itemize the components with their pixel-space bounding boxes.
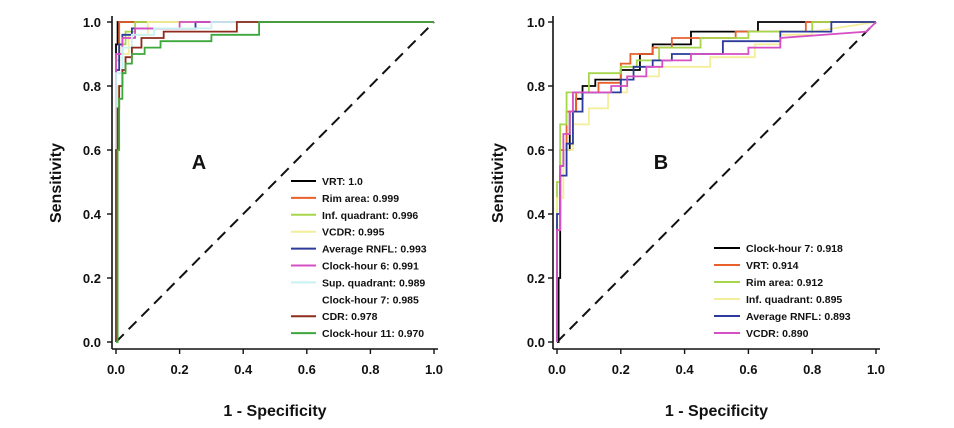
roc-panel-b: 0.0 0.2 0.4 0.6 0.8 1.0 0.0 0.2 0.4 0.6 0.8 1.0 1 - … xyxy=(490,15,885,420)
y-tick-label: 0.6 xyxy=(527,143,545,158)
series-line-cdr-0-978 xyxy=(115,21,434,342)
panel-label: A xyxy=(192,152,206,174)
diagonal-reference-line xyxy=(115,21,435,343)
panel-label: B xyxy=(654,152,668,174)
x-tick-label: 0.4 xyxy=(234,362,253,377)
x-tick-label: 0.0 xyxy=(107,362,125,377)
legend-label-average-rnfl-0-893: Average RNFL: 0.893 xyxy=(746,311,851,323)
x-axis-title: 1 - Specificity xyxy=(223,403,326,420)
x-tick-label: 0.2 xyxy=(171,362,189,377)
legend-label-cdr-0-978: CDR: 0.978 xyxy=(322,311,378,323)
legend-label-clock-hour-11-0-970: Clock-hour 11: 0.970 xyxy=(322,328,424,340)
y-tick-label: 0.4 xyxy=(527,207,546,222)
series-line-sup-quadrant-0-989 xyxy=(115,21,434,342)
legend-label-average-rnfl-0-993: Average RNFL: 0.993 xyxy=(322,244,427,256)
y-tick-label: 0.0 xyxy=(83,335,101,350)
y-tick-label: 0.4 xyxy=(83,207,102,222)
series-line-average-rnfl-0-993 xyxy=(115,21,434,342)
series-line-clock-hour-11-0-970 xyxy=(116,21,434,343)
y-tick-label: 1.0 xyxy=(83,15,101,30)
legend-label-vrt-0-914: VRT: 0.914 xyxy=(746,260,799,272)
x-tick-label: 0.2 xyxy=(612,362,630,377)
legend-label-vcdr-0-995: VCDR: 0.995 xyxy=(322,227,385,239)
series-line-clock-hour-6-0-991 xyxy=(115,21,434,342)
legend-label-rim-area-0-999: Rim area: 0.999 xyxy=(322,193,399,205)
legend-label-clock-hour-6-0-991: Clock-hour 6: 0.991 xyxy=(322,261,419,273)
x-axis-title: 1 - Specificity xyxy=(665,403,768,420)
x-tick-label: 1.0 xyxy=(867,362,885,377)
x-tick-label: 1.0 xyxy=(425,362,443,377)
y-tick-label: 0.6 xyxy=(83,143,101,158)
legend-label-vrt-1-0: VRT: 1.0 xyxy=(322,176,363,188)
x-tick-label: 0.6 xyxy=(298,362,316,377)
y-tick-label: 0.8 xyxy=(83,79,101,94)
roc-panel-a: 0.0 0.2 0.4 0.6 0.8 1.0 0.0 0.2 0.4 0.6 0.8 1.0 1 - … xyxy=(48,15,443,420)
y-tick-label: 0.0 xyxy=(527,335,545,350)
legend-label-sup-quadrant-0-989: Sup. quadrant: 0.989 xyxy=(322,277,425,289)
legend: Clock-hour 7: 0.918 VRT: 0.914 Rim area: 0… xyxy=(714,243,851,340)
x-tick-label: 0.8 xyxy=(803,362,821,377)
legend-label-inf-quadrant-0-996: Inf. quadrant: 0.996 xyxy=(322,210,418,222)
y-tick-label: 0.2 xyxy=(83,271,101,286)
x-tick-label: 0.6 xyxy=(739,362,757,377)
series-line-vcdr-0-890 xyxy=(556,21,877,342)
legend-label-rim-area-0-912: Rim area: 0.912 xyxy=(746,277,823,289)
x-tick-label: 0.4 xyxy=(676,362,695,377)
legend-label-clock-hour-7-0-985: Clock-hour 7: 0.985 xyxy=(322,294,419,306)
y-tick-label: 0.8 xyxy=(527,79,545,94)
series-line-inf-quadrant-0-996 xyxy=(115,21,434,342)
legend-label-clock-hour-7-0-918: Clock-hour 7: 0.918 xyxy=(746,243,843,255)
y-axis-title: Sensitivity xyxy=(48,143,65,223)
x-tick-label: 0.0 xyxy=(548,362,566,377)
y-axis-title: Sensitivity xyxy=(490,143,507,223)
diagonal-reference-line xyxy=(556,21,877,343)
legend-label-vcdr-0-890: VCDR: 0.890 xyxy=(746,328,809,340)
legend-label-inf-quadrant-0-895: Inf. quadrant: 0.895 xyxy=(746,294,842,306)
x-tick-label: 0.8 xyxy=(361,362,379,377)
y-tick-label: 1.0 xyxy=(527,15,545,30)
legend: VRT: 1.0 Rim area: 0.999 Inf. quadrant: 0.… xyxy=(291,176,427,340)
y-tick-label: 0.2 xyxy=(527,271,545,286)
